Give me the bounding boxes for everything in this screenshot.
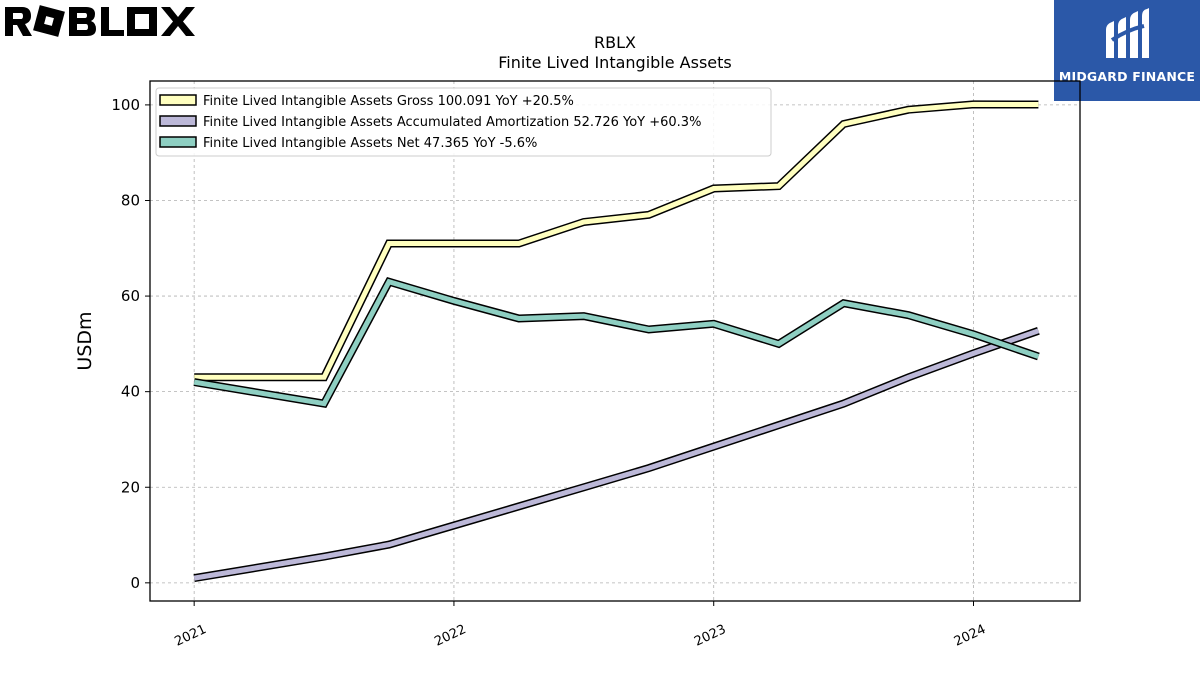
legend-swatch-1 [159, 115, 197, 127]
roblox-logo [5, 5, 195, 37]
series-line-1 [193, 328, 1040, 581]
series-line-0 [194, 101, 1039, 380]
legend-swatch-2 [159, 136, 197, 148]
y-tick-label: 20 [121, 478, 140, 496]
y-tick-label: 0 [130, 574, 140, 592]
legend: Finite Lived Intangible Assets Gross 100… [155, 87, 772, 157]
legend-entry-0: Finite Lived Intangible Assets Gross 100… [203, 94, 574, 109]
x-tick-label: 2022 [432, 622, 468, 650]
chart-title: RBLX [594, 33, 636, 52]
series-outline-1 [193, 327, 1040, 583]
y-tick-label: 40 [121, 383, 140, 401]
midgard-finance-logo: MIDGARD FINANCE [1054, 0, 1200, 101]
series-line-2 [193, 278, 1040, 407]
legend-entry-1: Finite Lived Intangible Assets Accumulat… [203, 115, 701, 130]
y-tick-label: 80 [121, 191, 140, 209]
legend-swatch-0 [159, 94, 197, 106]
x-tick-label: 2024 [952, 622, 988, 650]
grid-lines [150, 81, 1080, 601]
y-axis: 0 20 40 60 80 100 [111, 96, 150, 592]
plot-frame [149, 80, 1081, 602]
x-tick-label: 2021 [173, 622, 209, 650]
series-outline-2 [193, 276, 1040, 409]
series-lines [193, 100, 1040, 583]
y-tick-label: 100 [111, 96, 140, 114]
midgard-emblem-icon [1106, 8, 1149, 58]
x-axis: 2021 2022 2023 2024 [173, 601, 988, 650]
legend-entry-2: Finite Lived Intangible Assets Net 47.36… [203, 136, 537, 151]
legend-box [155, 87, 772, 157]
midgard-finance-wordmark: MIDGARD FINANCE [1058, 69, 1196, 84]
x-tick-label: 2023 [692, 622, 728, 650]
y-axis-label: USDm [74, 311, 96, 370]
chart-subtitle: Finite Lived Intangible Assets [498, 53, 731, 72]
y-tick-label: 60 [121, 287, 140, 305]
